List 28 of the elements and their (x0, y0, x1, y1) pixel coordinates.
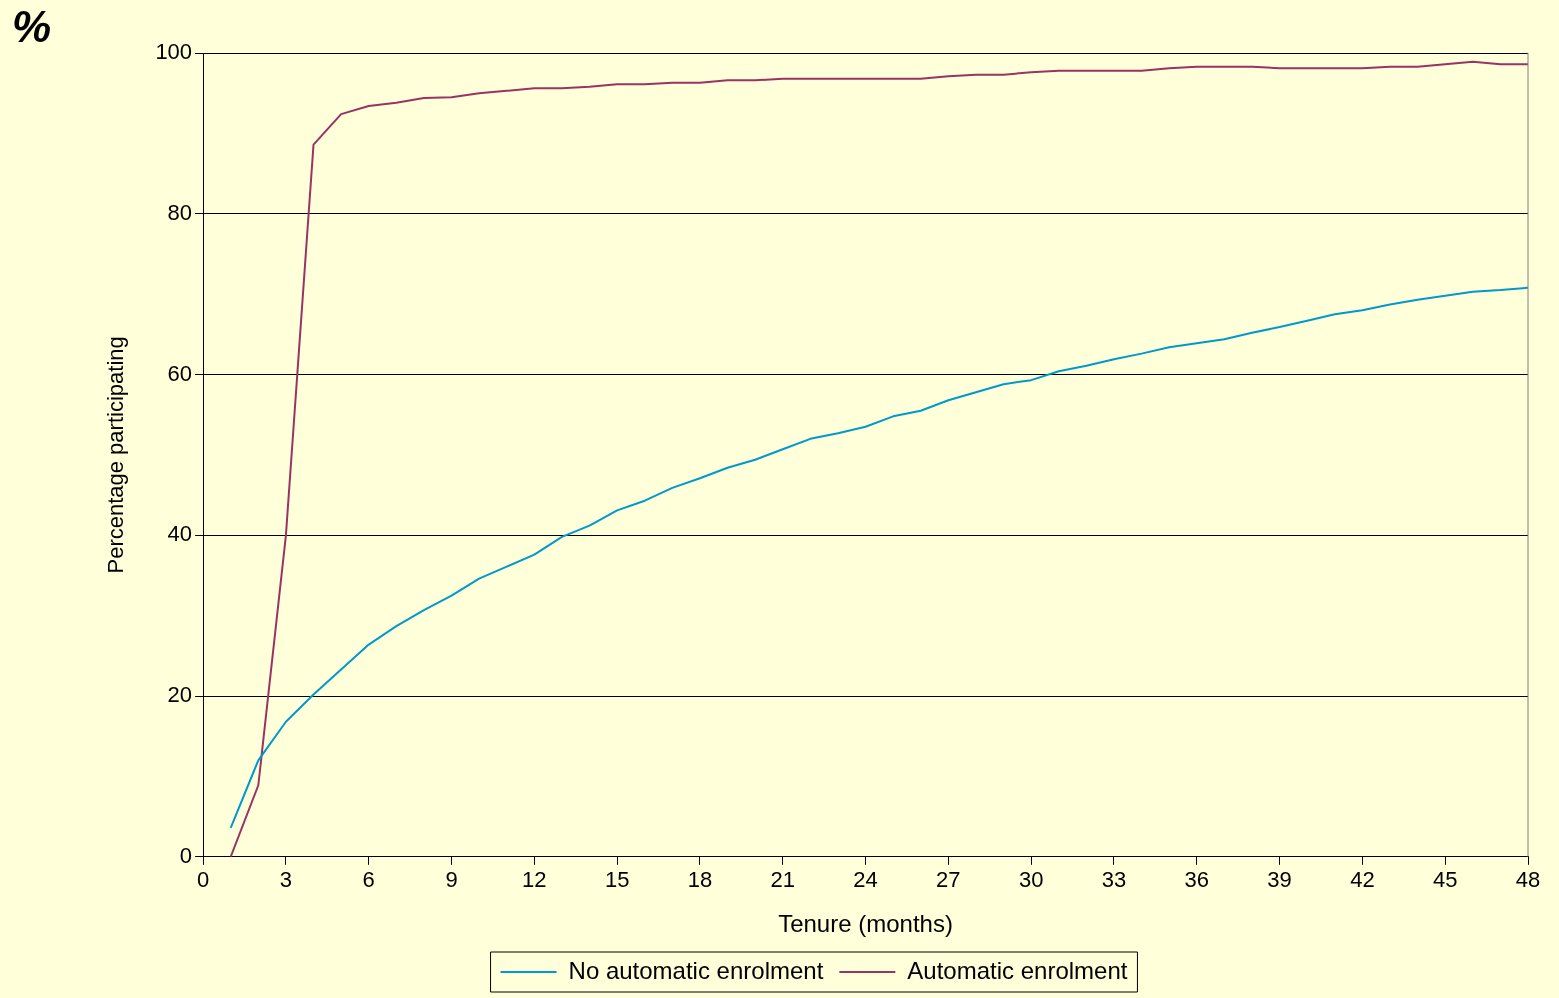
x-tick-label: 0 (196, 867, 210, 893)
y-tick-label: 40 (167, 521, 193, 547)
legend-label: Automatic enrolment (907, 956, 1128, 984)
x-tick-label: 27 (936, 867, 961, 893)
x-tick-label: 48 (1515, 867, 1541, 893)
x-tick-label: 42 (1350, 867, 1375, 893)
x-tick-label: 3 (279, 867, 293, 893)
y-axis-title: Percentage participating (103, 336, 129, 574)
y-tick-label: 0 (179, 842, 193, 868)
x-axis-title: Tenure (months) (778, 910, 953, 938)
x-tick-label: 18 (687, 867, 713, 893)
x-tick-label: 15 (604, 867, 630, 893)
x-tick-label: 21 (770, 867, 795, 893)
legend-label: No automatic enrolment (568, 956, 824, 984)
x-tick-label: 6 (362, 867, 375, 893)
x-tick-label: 45 (1432, 867, 1458, 893)
x-tick-label: 33 (1101, 867, 1127, 893)
x-tick-label: 39 (1267, 867, 1292, 893)
y-tick-label: 100 (155, 39, 193, 65)
text: % (12, 2, 52, 52)
y-tick-label: 80 (167, 199, 193, 225)
x-tick-label: 36 (1184, 867, 1210, 893)
y-tick-label: 60 (167, 360, 193, 386)
x-tick-label: 12 (522, 867, 547, 893)
x-tick-label: 24 (853, 867, 878, 893)
y-tick-label: 20 (167, 682, 193, 708)
x-tick-label: 30 (1018, 867, 1044, 893)
x-tick-label: 9 (445, 867, 458, 893)
